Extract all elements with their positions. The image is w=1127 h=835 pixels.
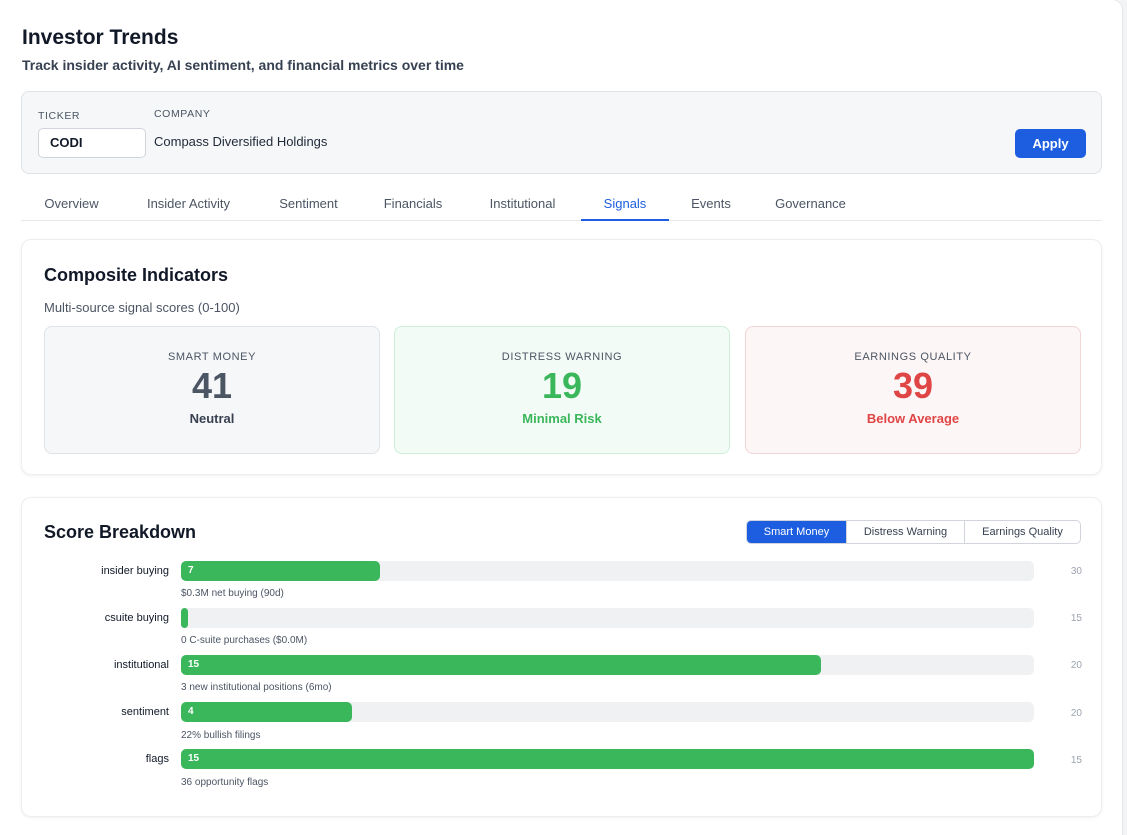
tab-governance[interactable]: Governance	[775, 196, 846, 211]
tab-sentiment[interactable]: Sentiment	[279, 196, 338, 211]
row-label: csuite buying	[104, 612, 169, 624]
distress-warning-indicator: DISTRESS WARNING 19 Minimal Risk	[394, 326, 730, 454]
indicator-label: SMART MONEY	[167, 351, 257, 363]
ticker-input[interactable]: CODI	[38, 128, 146, 158]
composite-title: Composite Indicators	[44, 265, 229, 285]
filter-panel: TICKER CODI COMPANY Compass Diversified …	[21, 91, 1102, 174]
score-breakdown-card: Score Breakdown Smart Money Distress War…	[21, 497, 1102, 817]
row-label: insider buying	[101, 565, 169, 577]
score-bar: 15	[181, 749, 1034, 769]
indicator-value: 19	[541, 365, 583, 406]
indicator-state: Minimal Risk	[522, 411, 602, 426]
score-bar: 7	[181, 561, 380, 581]
row-label: sentiment	[121, 706, 169, 718]
row-max: 15	[1070, 613, 1082, 624]
indicator-state: Neutral	[189, 411, 235, 426]
row-max: 30	[1070, 566, 1082, 577]
row-label: institutional	[113, 659, 169, 671]
toggle-smart-money[interactable]: Smart Money	[747, 521, 846, 543]
breakdown-title: Score Breakdown	[44, 522, 197, 542]
apply-button[interactable]: Apply	[1015, 129, 1086, 158]
score-track: 15	[181, 655, 1034, 675]
score-bar	[181, 608, 188, 628]
smart-money-indicator: SMART MONEY 41 Neutral	[44, 326, 380, 454]
page-subtitle: Track insider activity, AI sentiment, an…	[22, 57, 464, 73]
indicator-value: 39	[892, 365, 934, 406]
tab-overview[interactable]: Overview	[44, 196, 99, 211]
indicator-label: DISTRESS WARNING	[501, 351, 623, 363]
tab-insider-activity[interactable]: Insider Activity	[146, 196, 231, 211]
row-max: 20	[1070, 660, 1082, 671]
row-note: 36 opportunity flags	[181, 777, 269, 788]
indicator-value: 41	[191, 365, 233, 406]
row-note: $0.3M net buying (90d)	[181, 588, 284, 599]
row-note: 22% bullish filings	[181, 730, 261, 741]
ticker-label: TICKER	[38, 110, 81, 122]
indicator-state: Below Average	[866, 411, 960, 426]
toggle-earnings-quality[interactable]: Earnings Quality	[964, 521, 1080, 543]
row-note: 3 new institutional positions (6mo)	[181, 682, 332, 693]
score-track	[181, 608, 1034, 628]
company-label: COMPANY	[154, 108, 211, 120]
score-track: 4	[181, 702, 1034, 722]
score-bar: 15	[181, 655, 821, 675]
earnings-quality-indicator: EARNINGS QUALITY 39 Below Average	[745, 326, 1081, 454]
company-name: Compass Diversified Holdings	[154, 134, 328, 149]
row-max: 20	[1070, 708, 1082, 719]
tab-events[interactable]: Events	[691, 196, 731, 211]
tab-bar: Overview Insider Activity Sentiment Fina…	[21, 188, 1102, 221]
row-label: flags	[145, 753, 169, 765]
composite-indicators-card: Composite Indicators Multi-source signal…	[21, 239, 1102, 475]
score-bar: 4	[181, 702, 352, 722]
page-title: Investor Trends	[22, 26, 179, 49]
row-max: 15	[1070, 755, 1082, 766]
tab-institutional[interactable]: Institutional	[489, 196, 556, 211]
tab-signals[interactable]: Signals	[581, 188, 669, 221]
indicator-label: EARNINGS QUALITY	[854, 351, 972, 363]
tab-financials[interactable]: Financials	[383, 196, 443, 211]
score-track: 15	[181, 749, 1034, 769]
composite-subtitle: Multi-source signal scores (0-100)	[44, 300, 240, 315]
indicator-toggle: Smart Money Distress Warning Earnings Qu…	[746, 520, 1081, 544]
row-note: 0 C-suite purchases ($0.0M)	[181, 635, 308, 646]
score-track: 7	[181, 561, 1034, 581]
toggle-distress-warning[interactable]: Distress Warning	[846, 521, 964, 543]
